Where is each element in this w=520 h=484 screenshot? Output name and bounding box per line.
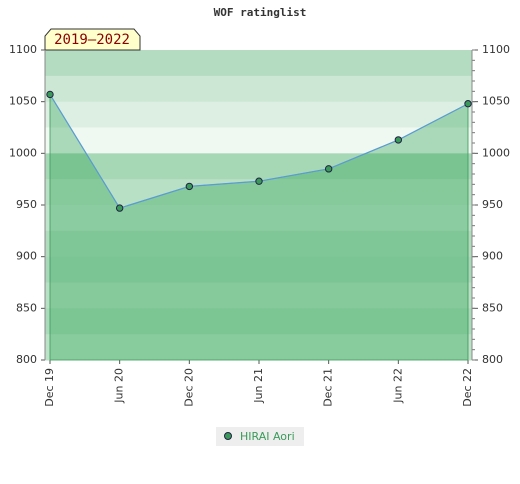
legend-label: HIRAI Aori xyxy=(240,430,295,443)
band xyxy=(45,153,472,180)
plot-area xyxy=(45,50,472,361)
y2-tick-label: 1100 xyxy=(482,43,510,56)
band xyxy=(45,101,472,128)
y2-tick-label: 950 xyxy=(482,198,503,211)
y-tick-label: 800 xyxy=(16,353,37,366)
legend-box xyxy=(216,427,304,446)
y2-tick-label: 850 xyxy=(482,301,503,314)
point xyxy=(46,90,54,99)
band xyxy=(45,256,472,283)
band xyxy=(45,334,472,361)
x-tick-label: Dec 22 xyxy=(461,368,474,407)
y2-tick-label: 1050 xyxy=(482,95,510,108)
point xyxy=(115,204,124,212)
chart-title: WOF ratinglist xyxy=(214,6,307,19)
band xyxy=(45,205,472,232)
y-tick-label: 1050 xyxy=(9,95,37,108)
x-tick-label: Jun 20 xyxy=(113,368,126,404)
badge-box xyxy=(44,28,141,51)
y-tick-label: 1000 xyxy=(9,146,37,159)
x-tick-label: Dec 19 xyxy=(43,368,56,407)
band xyxy=(45,308,472,335)
band xyxy=(45,282,472,309)
x-tick-label: Dec 21 xyxy=(322,368,335,407)
legend-marker xyxy=(224,432,232,440)
band xyxy=(45,75,472,103)
y-tick-label: 1100 xyxy=(9,43,37,56)
y-tick-label: 850 xyxy=(16,301,37,314)
y-tick-label: 950 xyxy=(16,198,37,211)
point xyxy=(464,100,472,108)
y2-tick-label: 900 xyxy=(482,250,503,263)
band xyxy=(45,230,472,258)
point xyxy=(324,165,333,173)
x-tick-label: Jun 22 xyxy=(391,368,404,404)
point xyxy=(394,136,403,144)
y2-tick-label: 800 xyxy=(482,353,503,366)
y2-tick-label: 1000 xyxy=(482,146,510,159)
point xyxy=(255,177,263,185)
badge: 2019–2022 xyxy=(54,32,130,48)
y-tick-label: 900 xyxy=(16,250,37,263)
x-tick-label: Jun 21 xyxy=(252,368,265,404)
band xyxy=(45,50,472,77)
x-tick-label: Dec 20 xyxy=(182,368,195,407)
point xyxy=(185,182,194,191)
